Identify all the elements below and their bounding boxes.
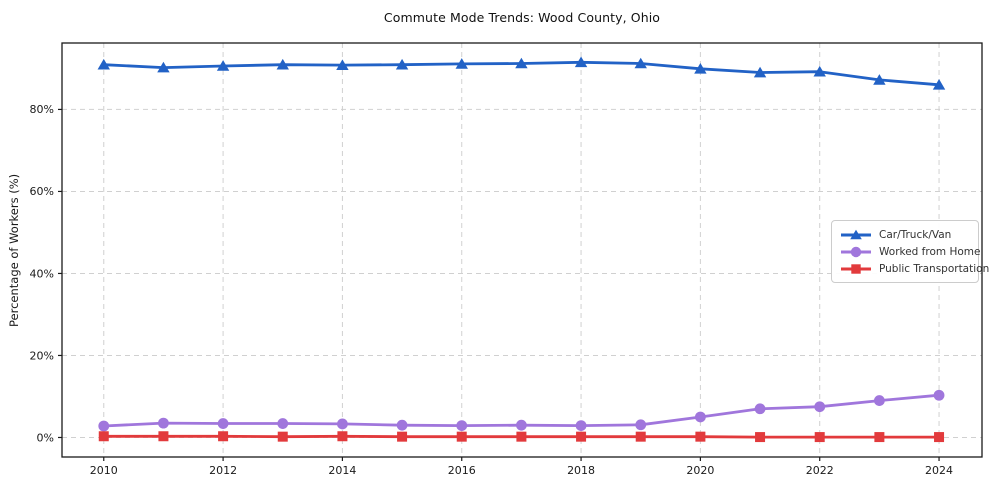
data-point-marker (695, 431, 706, 442)
data-point-marker (217, 418, 229, 429)
data-point-marker (158, 431, 169, 442)
data-point-marker (396, 419, 408, 431)
data-point-marker (755, 432, 766, 443)
x-tick-label: 2012 (209, 464, 237, 477)
gridlines (62, 43, 982, 457)
data-point-marker (932, 79, 946, 90)
y-tick-label: 80% (30, 103, 54, 116)
data-point-marker (97, 58, 110, 70)
data-point-marker (934, 432, 945, 443)
data-point-marker (158, 417, 169, 429)
legend: Car/Truck/Van Worked from Home Public Tr… (831, 220, 989, 283)
data-point-marker (456, 420, 468, 431)
data-point-marker (576, 431, 587, 442)
data-point-marker (456, 431, 467, 442)
data-point-marker (933, 389, 945, 401)
x-tick-label: 2014 (328, 464, 356, 477)
y-tick-label: 0% (37, 431, 54, 444)
data-point-marker (218, 431, 229, 442)
triangle-marker-icon (841, 229, 871, 239)
legend-item-worked-from-home: Worked from Home (839, 243, 980, 260)
legend-item-car-truck-van: Car/Truck/Van (839, 226, 970, 243)
data-point-marker (516, 431, 527, 442)
data-point-marker (98, 420, 110, 432)
circle-marker-icon (841, 246, 871, 257)
data-point-marker (694, 63, 707, 74)
x-tick-label: 2018 (567, 464, 595, 477)
data-point-marker (874, 432, 885, 443)
y-tick-label: 20% (30, 349, 54, 362)
data-point-marker (635, 431, 646, 442)
data-point-marker (873, 74, 886, 85)
data-point-marker (515, 57, 528, 69)
x-tick-label: 2020 (686, 464, 714, 477)
data-point-marker (277, 418, 289, 429)
data-point-marker (574, 56, 588, 68)
data-point-marker (277, 431, 288, 442)
square-marker-icon (841, 263, 871, 274)
data-point-marker (516, 419, 527, 431)
y-tick-label: 40% (30, 267, 54, 280)
legend-item-public-transportation: Public Transportation (839, 260, 989, 277)
series-car-truck-van (97, 56, 946, 90)
data-point-marker (814, 432, 825, 443)
data-point-marker (336, 59, 349, 70)
data-point-marker (337, 431, 348, 442)
data-point-marker (397, 431, 408, 442)
legend-label: Worked from Home (879, 245, 981, 258)
data-point-marker (575, 420, 587, 431)
x-tick-label: 2022 (806, 464, 834, 477)
legend-label: Car/Truck/Van (879, 228, 952, 241)
chart-title: Commute Mode Trends: Wood County, Ohio (383, 10, 661, 25)
tick-labels: 2010 2012 2014 2016 2018 2020 2022 2024 0% 20% 40%… (30, 103, 953, 477)
data-point-marker (98, 431, 109, 442)
data-point-marker (455, 58, 468, 69)
data-point-marker (813, 65, 826, 77)
data-point-marker (395, 58, 409, 70)
data-point-marker (157, 61, 170, 73)
data-point-marker (634, 57, 647, 69)
data-point-marker (694, 411, 706, 423)
x-tick-label: 2010 (90, 464, 118, 477)
data-point-marker (754, 403, 766, 415)
data-point-marker (337, 418, 348, 430)
legend-label: Public Transportation (879, 262, 990, 275)
data-point-marker (753, 66, 767, 78)
y-tick-label: 60% (30, 185, 54, 198)
x-tick-label: 2016 (448, 464, 476, 477)
data-point-marker (216, 60, 230, 71)
axes-spines (58, 42, 983, 461)
series-worked-from-home (98, 389, 945, 432)
x-tick-label: 2024 (925, 464, 953, 477)
series-public-transportation (98, 431, 945, 443)
data-point-marker (276, 58, 289, 70)
data-point-marker (873, 395, 885, 406)
data-point-marker (635, 419, 647, 431)
data-point-marker (814, 401, 826, 413)
